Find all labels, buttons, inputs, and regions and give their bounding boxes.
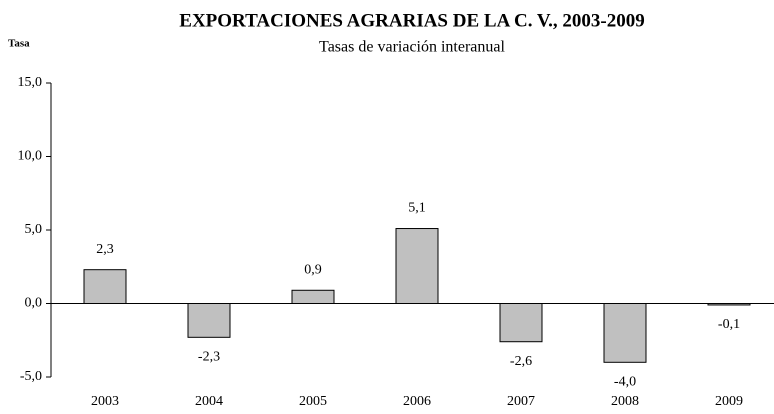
value-label: -0,1 (718, 317, 740, 332)
y-tick-label: 5,0 (25, 222, 43, 237)
chart-subtitle: Tasas de variación interanual (319, 39, 505, 56)
x-tick-label: 2007 (507, 394, 535, 409)
x-tick-label: 2009 (715, 394, 743, 409)
x-tick-label: 2004 (195, 394, 223, 409)
bar (603, 303, 647, 363)
value-label: -4,0 (614, 375, 636, 390)
x-tick-label: 2008 (611, 394, 639, 409)
value-label: 5,1 (408, 201, 426, 216)
y-tick-label: -5,0 (20, 369, 42, 384)
bar (291, 289, 335, 304)
value-label: 0,9 (304, 262, 322, 277)
value-label: -2,3 (198, 350, 220, 365)
y-tick-label: 15,0 (18, 75, 43, 90)
x-tick-label: 2003 (91, 394, 119, 409)
chart-title: EXPORTACIONES AGRARIAS DE LA C. V., 2003… (179, 10, 644, 31)
x-tick-label: 2005 (299, 394, 327, 409)
x-tick-label: 2006 (403, 394, 431, 409)
bar (187, 303, 231, 338)
y-tick-label: 0,0 (25, 296, 43, 311)
bar (499, 303, 543, 343)
value-label: 2,3 (96, 242, 114, 257)
bar (395, 228, 439, 304)
y-tick-label: 10,0 (18, 149, 43, 164)
y-axis-label: Tasa (8, 38, 30, 50)
bar (83, 269, 127, 305)
value-label: -2,6 (510, 354, 532, 369)
